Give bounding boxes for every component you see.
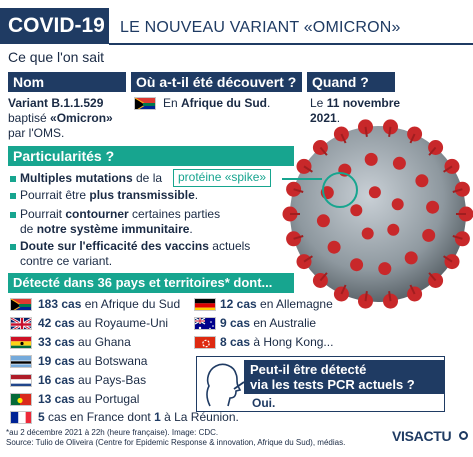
case-row-netherlands: 16 cas au Pays-Bas bbox=[38, 373, 147, 387]
virus-spike-stem bbox=[409, 133, 416, 144]
feature-item-mutations: Multiples mutations de la bbox=[20, 171, 163, 185]
virus-spike-stem bbox=[364, 126, 368, 137]
page-title: LE NOUVEAU VARIANT «OMICRON» bbox=[120, 19, 401, 36]
header-rule bbox=[109, 43, 473, 45]
pcr-question: Peut-il être détecté via les tests PCR a… bbox=[250, 362, 415, 392]
hong-kong-flag bbox=[194, 336, 216, 349]
feature-item-immune: Pourrait contourner certaines parties de… bbox=[20, 207, 221, 236]
south-africa-flag bbox=[10, 298, 32, 311]
virus-spike bbox=[361, 227, 374, 240]
when-heading bbox=[307, 72, 395, 92]
virus-spike-stem bbox=[388, 126, 392, 137]
virus-spike bbox=[364, 152, 378, 166]
brand-logo-mark bbox=[459, 431, 468, 440]
virus-spike bbox=[426, 200, 440, 214]
australia-flag bbox=[194, 317, 216, 330]
virus-spike-stem bbox=[340, 133, 347, 144]
origin-text: En Afrique du Sud. bbox=[163, 96, 271, 110]
detected-heading bbox=[8, 273, 294, 293]
pcr-test-icon bbox=[206, 363, 244, 407]
virus-spike-stem bbox=[428, 146, 437, 156]
intro-text: Ce que l'on sait bbox=[8, 49, 105, 65]
virus-spike bbox=[327, 240, 341, 254]
header-badge bbox=[0, 8, 109, 44]
virus-spike-stem bbox=[319, 146, 328, 156]
virus-spike bbox=[368, 186, 381, 199]
pcr-answer: Oui. bbox=[252, 396, 276, 410]
virus-spike-stem bbox=[319, 272, 328, 282]
nom-heading-text: Nom bbox=[13, 74, 45, 90]
origin-heading-text: Où a-t-il été découvert ? bbox=[136, 74, 297, 90]
virus-spike bbox=[350, 204, 363, 217]
virus-spike bbox=[296, 158, 312, 174]
virus-spike-stem bbox=[428, 272, 437, 282]
virus-spike bbox=[358, 119, 373, 135]
case-row-australia: 9 cas en Australie bbox=[220, 316, 317, 330]
feature-item-transmissible: Pourrait être plus transmissible. bbox=[20, 188, 199, 202]
france-flag bbox=[10, 411, 32, 424]
virus-spike bbox=[415, 174, 429, 188]
virus-spike-stem bbox=[452, 188, 463, 193]
case-row-uk: 42 cas au Royaume-Uni bbox=[38, 316, 169, 330]
feature-bullet bbox=[10, 176, 16, 182]
case-row-portugal: 13 cas au Portugal bbox=[38, 392, 140, 406]
botswana-flag bbox=[10, 355, 32, 368]
virus-spike-stem bbox=[303, 165, 313, 173]
detected-heading-text: Détecté dans 36 pays et territoires* don… bbox=[13, 275, 273, 290]
features-heading-text: Particularités ? bbox=[13, 148, 115, 164]
spike-label: protéine «spike» bbox=[173, 169, 272, 187]
uk-flag bbox=[10, 317, 32, 330]
netherlands-flag bbox=[10, 374, 32, 387]
portugal-flag bbox=[10, 393, 32, 406]
virus-spike bbox=[404, 251, 418, 265]
virus-spike bbox=[422, 228, 436, 242]
footer-note: *au 2 décembre 2021 à 22h (heure françai… bbox=[6, 428, 219, 437]
footer-source: Source: Tulio de Oliveira (Centre for Ep… bbox=[6, 438, 346, 447]
nom-heading bbox=[8, 72, 126, 92]
spike-pointer-line bbox=[282, 178, 322, 180]
virus-spike-stem bbox=[340, 284, 347, 295]
virus-spike-stem bbox=[388, 291, 392, 302]
virus-spike-stem bbox=[409, 284, 416, 295]
case-row-france: 5 cas en France dont 1 à La Réunion. bbox=[38, 410, 239, 424]
virus-spike bbox=[391, 198, 404, 211]
nom-text: Variant B.1.1.529 baptisé «Omicron» par … bbox=[8, 96, 113, 140]
virus-spike bbox=[378, 262, 392, 276]
virus-illustration bbox=[282, 119, 473, 309]
virus-spike bbox=[392, 156, 406, 170]
virus-spike-stem bbox=[443, 165, 453, 173]
germany-flag bbox=[194, 298, 216, 311]
virus-spike bbox=[387, 223, 400, 236]
virus-spike-stem bbox=[452, 235, 463, 240]
case-row-botswana: 19 cas au Botswana bbox=[38, 354, 148, 368]
south-africa-flag bbox=[134, 97, 156, 110]
virus-spike bbox=[316, 214, 330, 228]
feature-item-vaccines: Doute sur l'efficacité des vaccins actue… bbox=[20, 239, 251, 268]
case-row-germany: 12 cas en Allemagne bbox=[220, 297, 333, 311]
virus-spike-stem bbox=[364, 291, 368, 302]
virus-spike bbox=[333, 126, 349, 142]
virus-spike-stem bbox=[443, 255, 453, 263]
virus-spike bbox=[383, 119, 398, 135]
feature-bullet bbox=[10, 193, 16, 199]
case-row-south-africa: 183 cas en Afrique du Sud bbox=[38, 297, 181, 311]
virus-spike bbox=[350, 258, 364, 272]
virus-spike bbox=[444, 158, 460, 174]
features-heading bbox=[8, 146, 294, 166]
pcr-question-banner bbox=[244, 360, 445, 394]
virus-spike-stem bbox=[303, 255, 313, 263]
brand-logo: VISACTU bbox=[392, 428, 452, 444]
case-row-ghana: 33 cas au Ghana bbox=[38, 335, 131, 349]
feature-bullet bbox=[10, 212, 16, 218]
when-text: Le 11 novembre 2021. bbox=[310, 96, 401, 125]
virus-spike bbox=[333, 286, 349, 302]
case-row-hong-kong: 8 cas à Hong Kong... bbox=[220, 335, 334, 349]
when-heading-text: Quand ? bbox=[312, 74, 369, 90]
ghana-flag bbox=[10, 336, 32, 349]
virus-spike-stem bbox=[293, 188, 304, 193]
origin-heading bbox=[131, 72, 302, 92]
header-badge-text: COVID-19 bbox=[8, 14, 105, 37]
feature-bullet bbox=[10, 244, 16, 250]
virus-spike-stem bbox=[293, 235, 304, 240]
